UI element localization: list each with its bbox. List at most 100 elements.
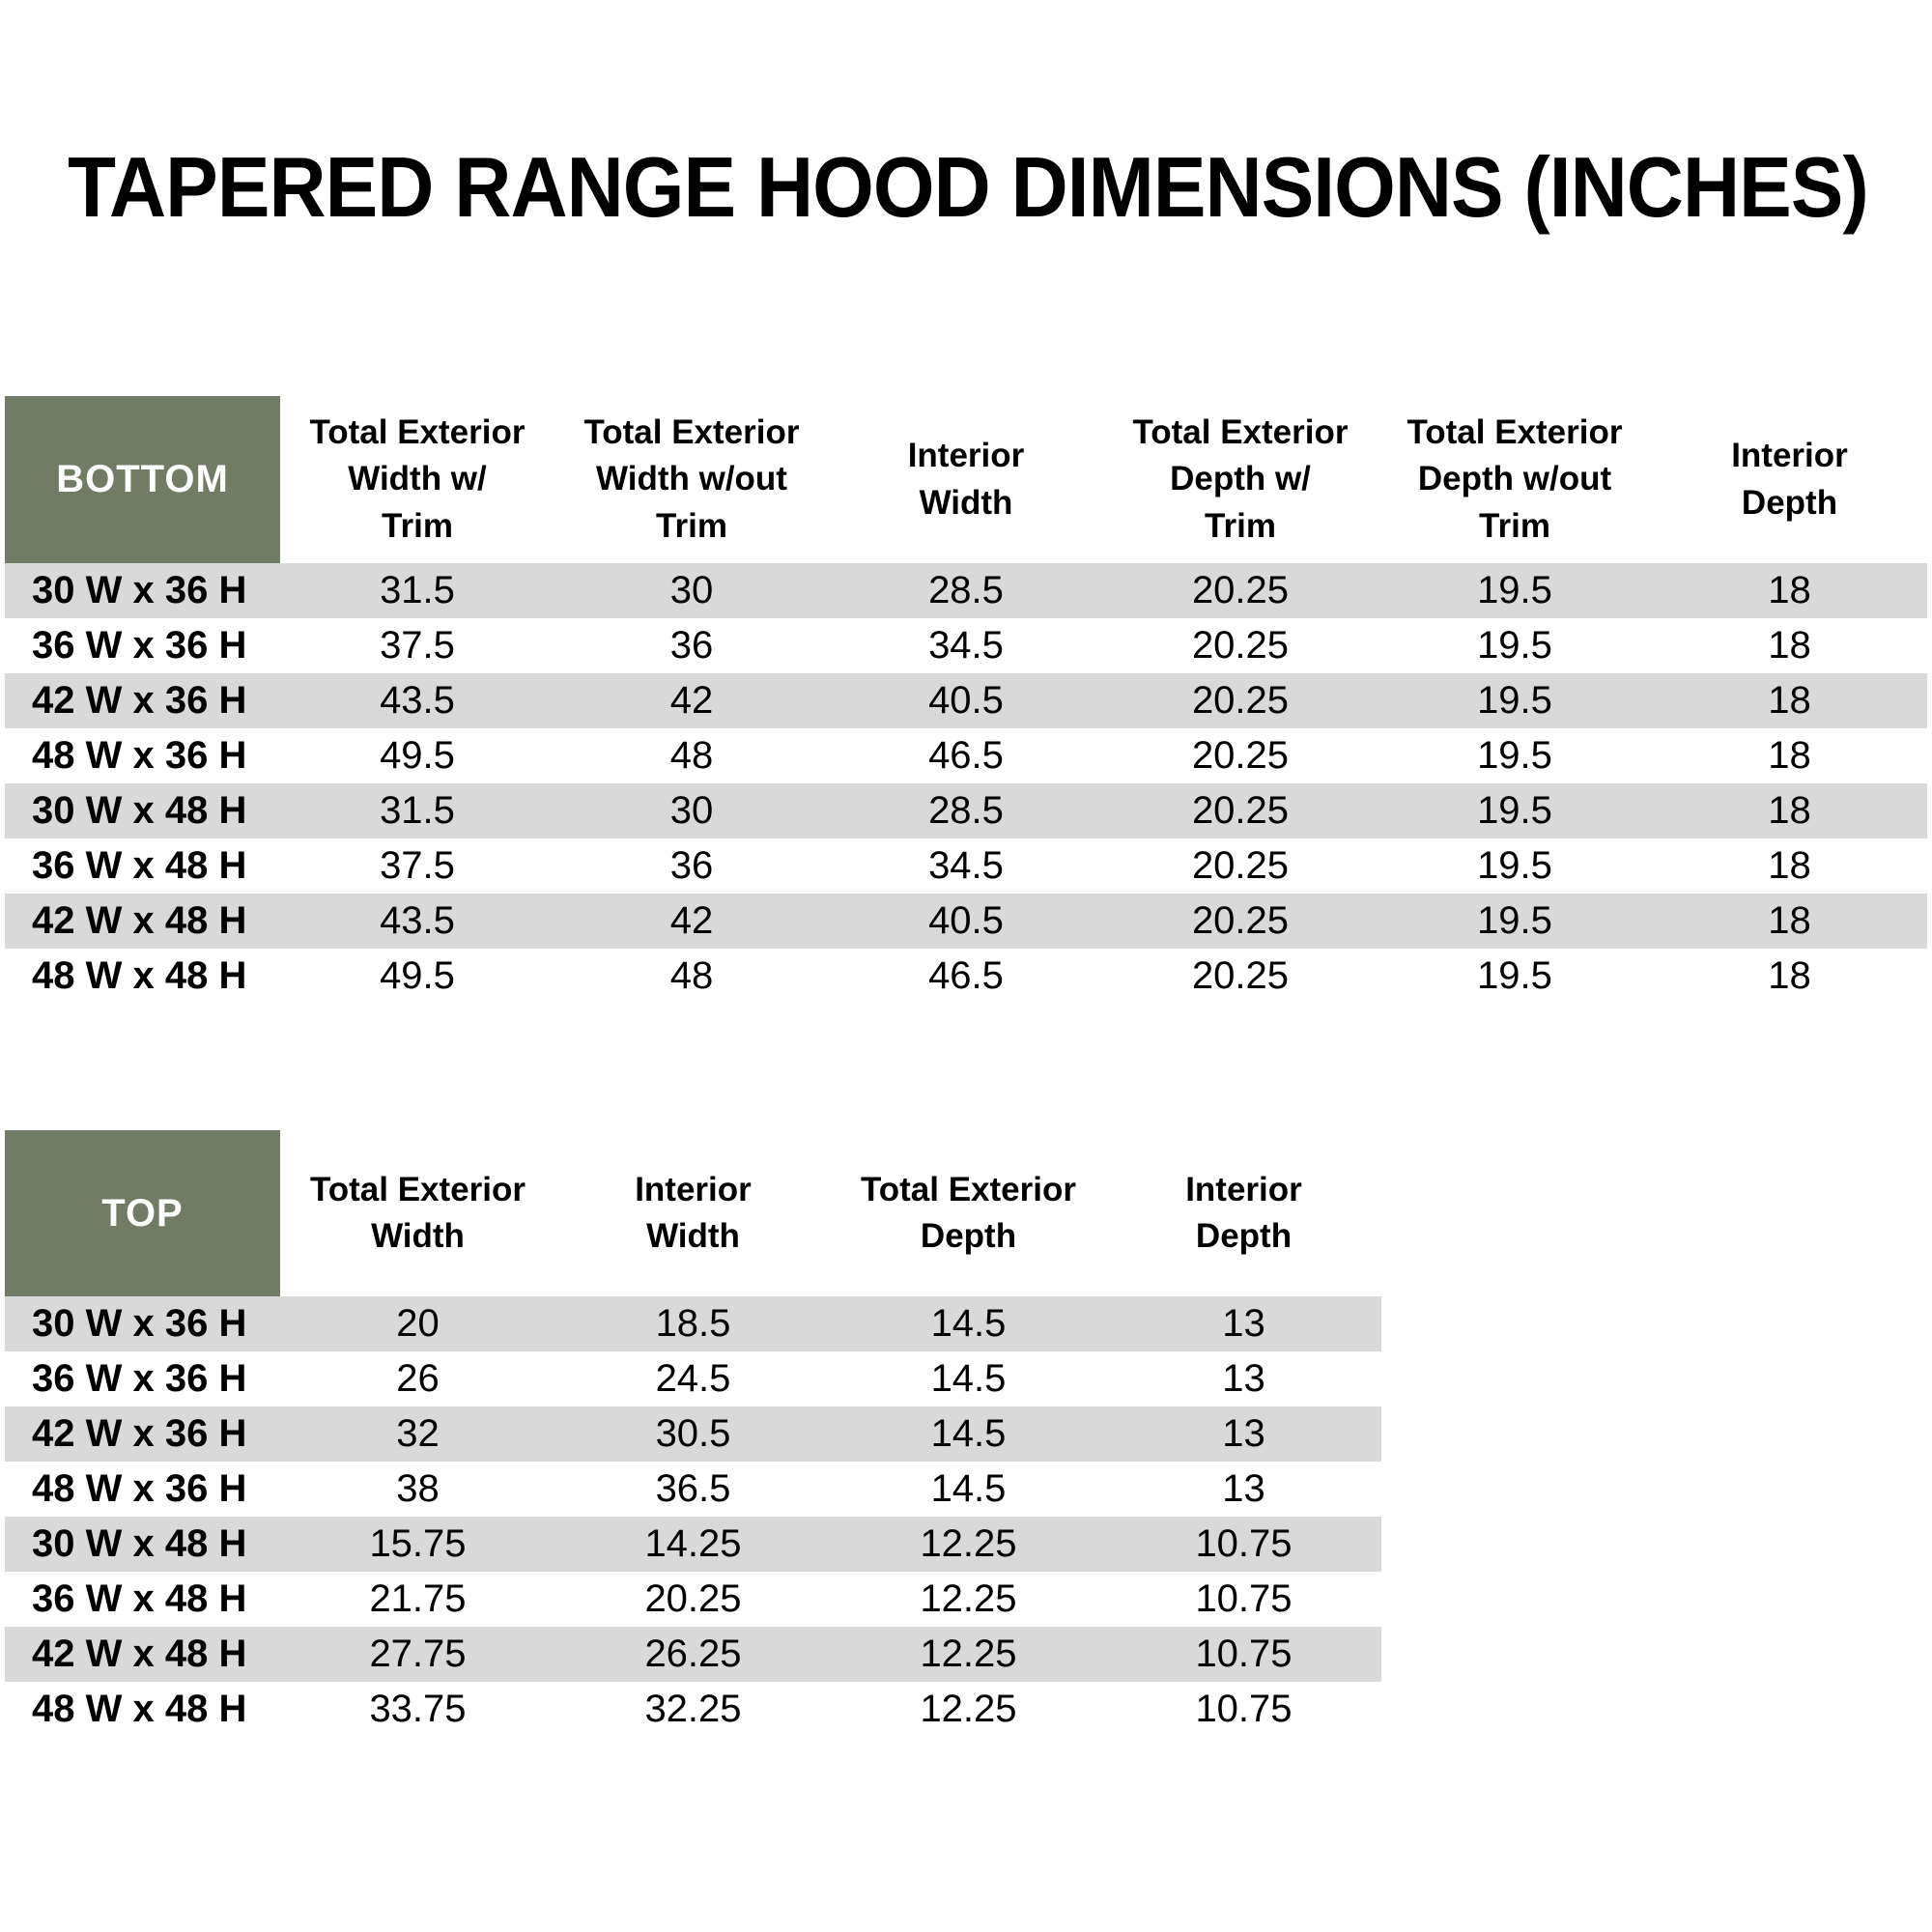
bottom-table-value-cell: 36 [669, 624, 714, 667]
top-table-row: 36 W x 36 H 26 24.5 14.5 13 [5, 1351, 1381, 1406]
bottom-table-value-cell: 43.5 [380, 679, 455, 722]
top-table-value-cell: 14.5 [930, 1357, 1007, 1400]
top-table-value-cell: 10.75 [1195, 1577, 1293, 1620]
top-table-value-cell: 12.25 [920, 1688, 1017, 1730]
bottom-dimensions-table: BOTTOM Total Exterior Width w/ Trim Total … [5, 396, 1927, 1004]
top-table-column-header: Total Exterior Depth [831, 1130, 1106, 1296]
bottom-table-value-cell: 34.5 [928, 624, 1004, 667]
bottom-table-value-cell: 18 [1768, 954, 1811, 997]
top-table-value-cell: 26 [396, 1357, 440, 1400]
top-table-value-cell: 26.25 [644, 1633, 742, 1675]
top-table-row-label: 36 W x 36 H [32, 1357, 247, 1400]
top-table-value-cell: 36.5 [655, 1467, 731, 1510]
top-table-row-label: 42 W x 48 H [32, 1633, 247, 1675]
top-table-value-cell: 10.75 [1195, 1633, 1293, 1675]
top-table-value-cell: 21.75 [369, 1577, 467, 1620]
bottom-table-row: 48 W x 48 H 49.5 48 46.5 20.25 19.5 18 [5, 949, 1927, 1004]
bottom-table-column-header: Total Exterior Width w/out Trim [554, 396, 829, 563]
bottom-table-value-cell: 20.25 [1191, 789, 1290, 832]
bottom-table-value-cell: 30 [669, 789, 714, 832]
bottom-table-value-cell: 30 [669, 569, 714, 611]
top-dimensions-table: TOP Total Exterior Width Interior Width Tot… [5, 1130, 1381, 1737]
bottom-table-value-cell: 20.25 [1191, 569, 1290, 611]
top-table-row: 48 W x 48 H 33.75 32.25 12.25 10.75 [5, 1682, 1381, 1737]
bottom-table-value-cell: 19.5 [1477, 844, 1552, 887]
bottom-table-value-cell: 19.5 [1477, 789, 1552, 832]
bottom-table-value-cell: 19.5 [1477, 899, 1552, 942]
bottom-table-value-cell: 20.25 [1191, 679, 1290, 722]
bottom-table-value-cell: 19.5 [1477, 624, 1552, 667]
top-table-row: 42 W x 48 H 27.75 26.25 12.25 10.75 [5, 1627, 1381, 1682]
bottom-table-value-cell: 48 [669, 954, 714, 997]
top-table-row: 42 W x 36 H 32 30.5 14.5 13 [5, 1406, 1381, 1462]
bottom-table-row: 36 W x 48 H 37.5 36 34.5 20.25 19.5 18 [5, 838, 1927, 894]
top-table-value-cell: 13 [1222, 1302, 1265, 1345]
bottom-table-value-cell: 18 [1768, 789, 1811, 832]
top-table-value-cell: 18.5 [655, 1302, 731, 1345]
top-table-value-cell: 12.25 [920, 1633, 1017, 1675]
top-table-value-cell: 14.5 [930, 1467, 1007, 1510]
top-table-value-cell: 12.25 [920, 1577, 1017, 1620]
bottom-table-value-cell: 19.5 [1477, 569, 1552, 611]
top-table-value-cell: 13 [1222, 1357, 1265, 1400]
top-table-row: 30 W x 48 H 15.75 14.25 12.25 10.75 [5, 1517, 1381, 1572]
top-table-value-cell: 14.25 [644, 1522, 742, 1565]
bottom-table-value-cell: 19.5 [1477, 679, 1552, 722]
bottom-table-column-header: Total Exterior Depth w/out Trim [1378, 396, 1652, 563]
bottom-table-row: 42 W x 48 H 43.5 42 40.5 20.25 19.5 18 [5, 894, 1927, 949]
bottom-table-value-cell: 28.5 [928, 789, 1004, 832]
bottom-table-value-cell: 34.5 [928, 844, 1004, 887]
top-table-value-cell: 10.75 [1195, 1688, 1293, 1730]
top-table-row-label: 30 W x 36 H [32, 1302, 247, 1345]
bottom-table-value-cell: 49.5 [380, 734, 455, 777]
bottom-table-row: 36 W x 36 H 37.5 36 34.5 20.25 19.5 18 [5, 618, 1927, 673]
bottom-table-value-cell: 18 [1768, 569, 1811, 611]
top-table-row: 48 W x 36 H 38 36.5 14.5 13 [5, 1462, 1381, 1517]
bottom-table-value-cell: 18 [1768, 624, 1811, 667]
bottom-table-value-cell: 20.25 [1191, 734, 1290, 777]
top-table-corner-label: TOP [5, 1130, 280, 1296]
bottom-table-value-cell: 19.5 [1477, 954, 1552, 997]
top-table-column-header: Interior Width [555, 1130, 831, 1296]
page-title: TAPERED RANGE HOOD DIMENSIONS (INCHES) [68, 139, 1869, 235]
bottom-table-row-label: 30 W x 36 H [32, 569, 247, 611]
bottom-table-row-label: 36 W x 48 H [32, 844, 247, 887]
bottom-table-column-header: Interior Width [829, 396, 1103, 563]
top-table-value-cell: 33.75 [369, 1688, 467, 1730]
bottom-table-row-label: 36 W x 36 H [32, 624, 247, 667]
bottom-table-value-cell: 18 [1768, 844, 1811, 887]
bottom-table-row-label: 30 W x 48 H [32, 789, 247, 832]
top-table-value-cell: 20.25 [644, 1577, 742, 1620]
top-table-row-label: 36 W x 48 H [32, 1577, 247, 1620]
bottom-table-value-cell: 31.5 [380, 789, 455, 832]
top-table-row-label: 48 W x 36 H [32, 1467, 247, 1510]
top-table-value-cell: 13 [1222, 1412, 1265, 1455]
bottom-table-value-cell: 28.5 [928, 569, 1004, 611]
bottom-table-row: 48 W x 36 H 49.5 48 46.5 20.25 19.5 18 [5, 728, 1927, 783]
top-table-value-cell: 32.25 [644, 1688, 742, 1730]
bottom-table-value-cell: 40.5 [928, 899, 1004, 942]
bottom-table-value-cell: 20.25 [1191, 899, 1290, 942]
bottom-table-value-cell: 18 [1768, 679, 1811, 722]
bottom-table-value-cell: 37.5 [380, 624, 455, 667]
top-table-row-label: 42 W x 36 H [32, 1412, 247, 1455]
top-table-value-cell: 38 [396, 1467, 440, 1510]
top-table-row: 30 W x 36 H 20 18.5 14.5 13 [5, 1296, 1381, 1351]
bottom-table-value-cell: 48 [669, 734, 714, 777]
top-table-value-cell: 10.75 [1195, 1522, 1293, 1565]
top-table-value-cell: 30.5 [655, 1412, 731, 1455]
bottom-table-value-cell: 19.5 [1477, 734, 1552, 777]
bottom-table-row-label: 42 W x 48 H [32, 899, 247, 942]
bottom-table-row: 42 W x 36 H 43.5 42 40.5 20.25 19.5 18 [5, 673, 1927, 728]
top-table-value-cell: 14.5 [930, 1412, 1007, 1455]
top-table-value-cell: 27.75 [369, 1633, 467, 1675]
bottom-table-row: 30 W x 48 H 31.5 30 28.5 20.25 19.5 18 [5, 783, 1927, 838]
bottom-table-corner-label: BOTTOM [5, 396, 280, 563]
bottom-table-row-label: 42 W x 36 H [32, 679, 247, 722]
top-table-row-label: 30 W x 48 H [32, 1522, 247, 1565]
top-table-value-cell: 14.5 [930, 1302, 1007, 1345]
bottom-table-value-cell: 20.25 [1191, 844, 1290, 887]
top-table-column-header: Total Exterior Width [280, 1130, 555, 1296]
bottom-table-value-cell: 42 [669, 679, 714, 722]
